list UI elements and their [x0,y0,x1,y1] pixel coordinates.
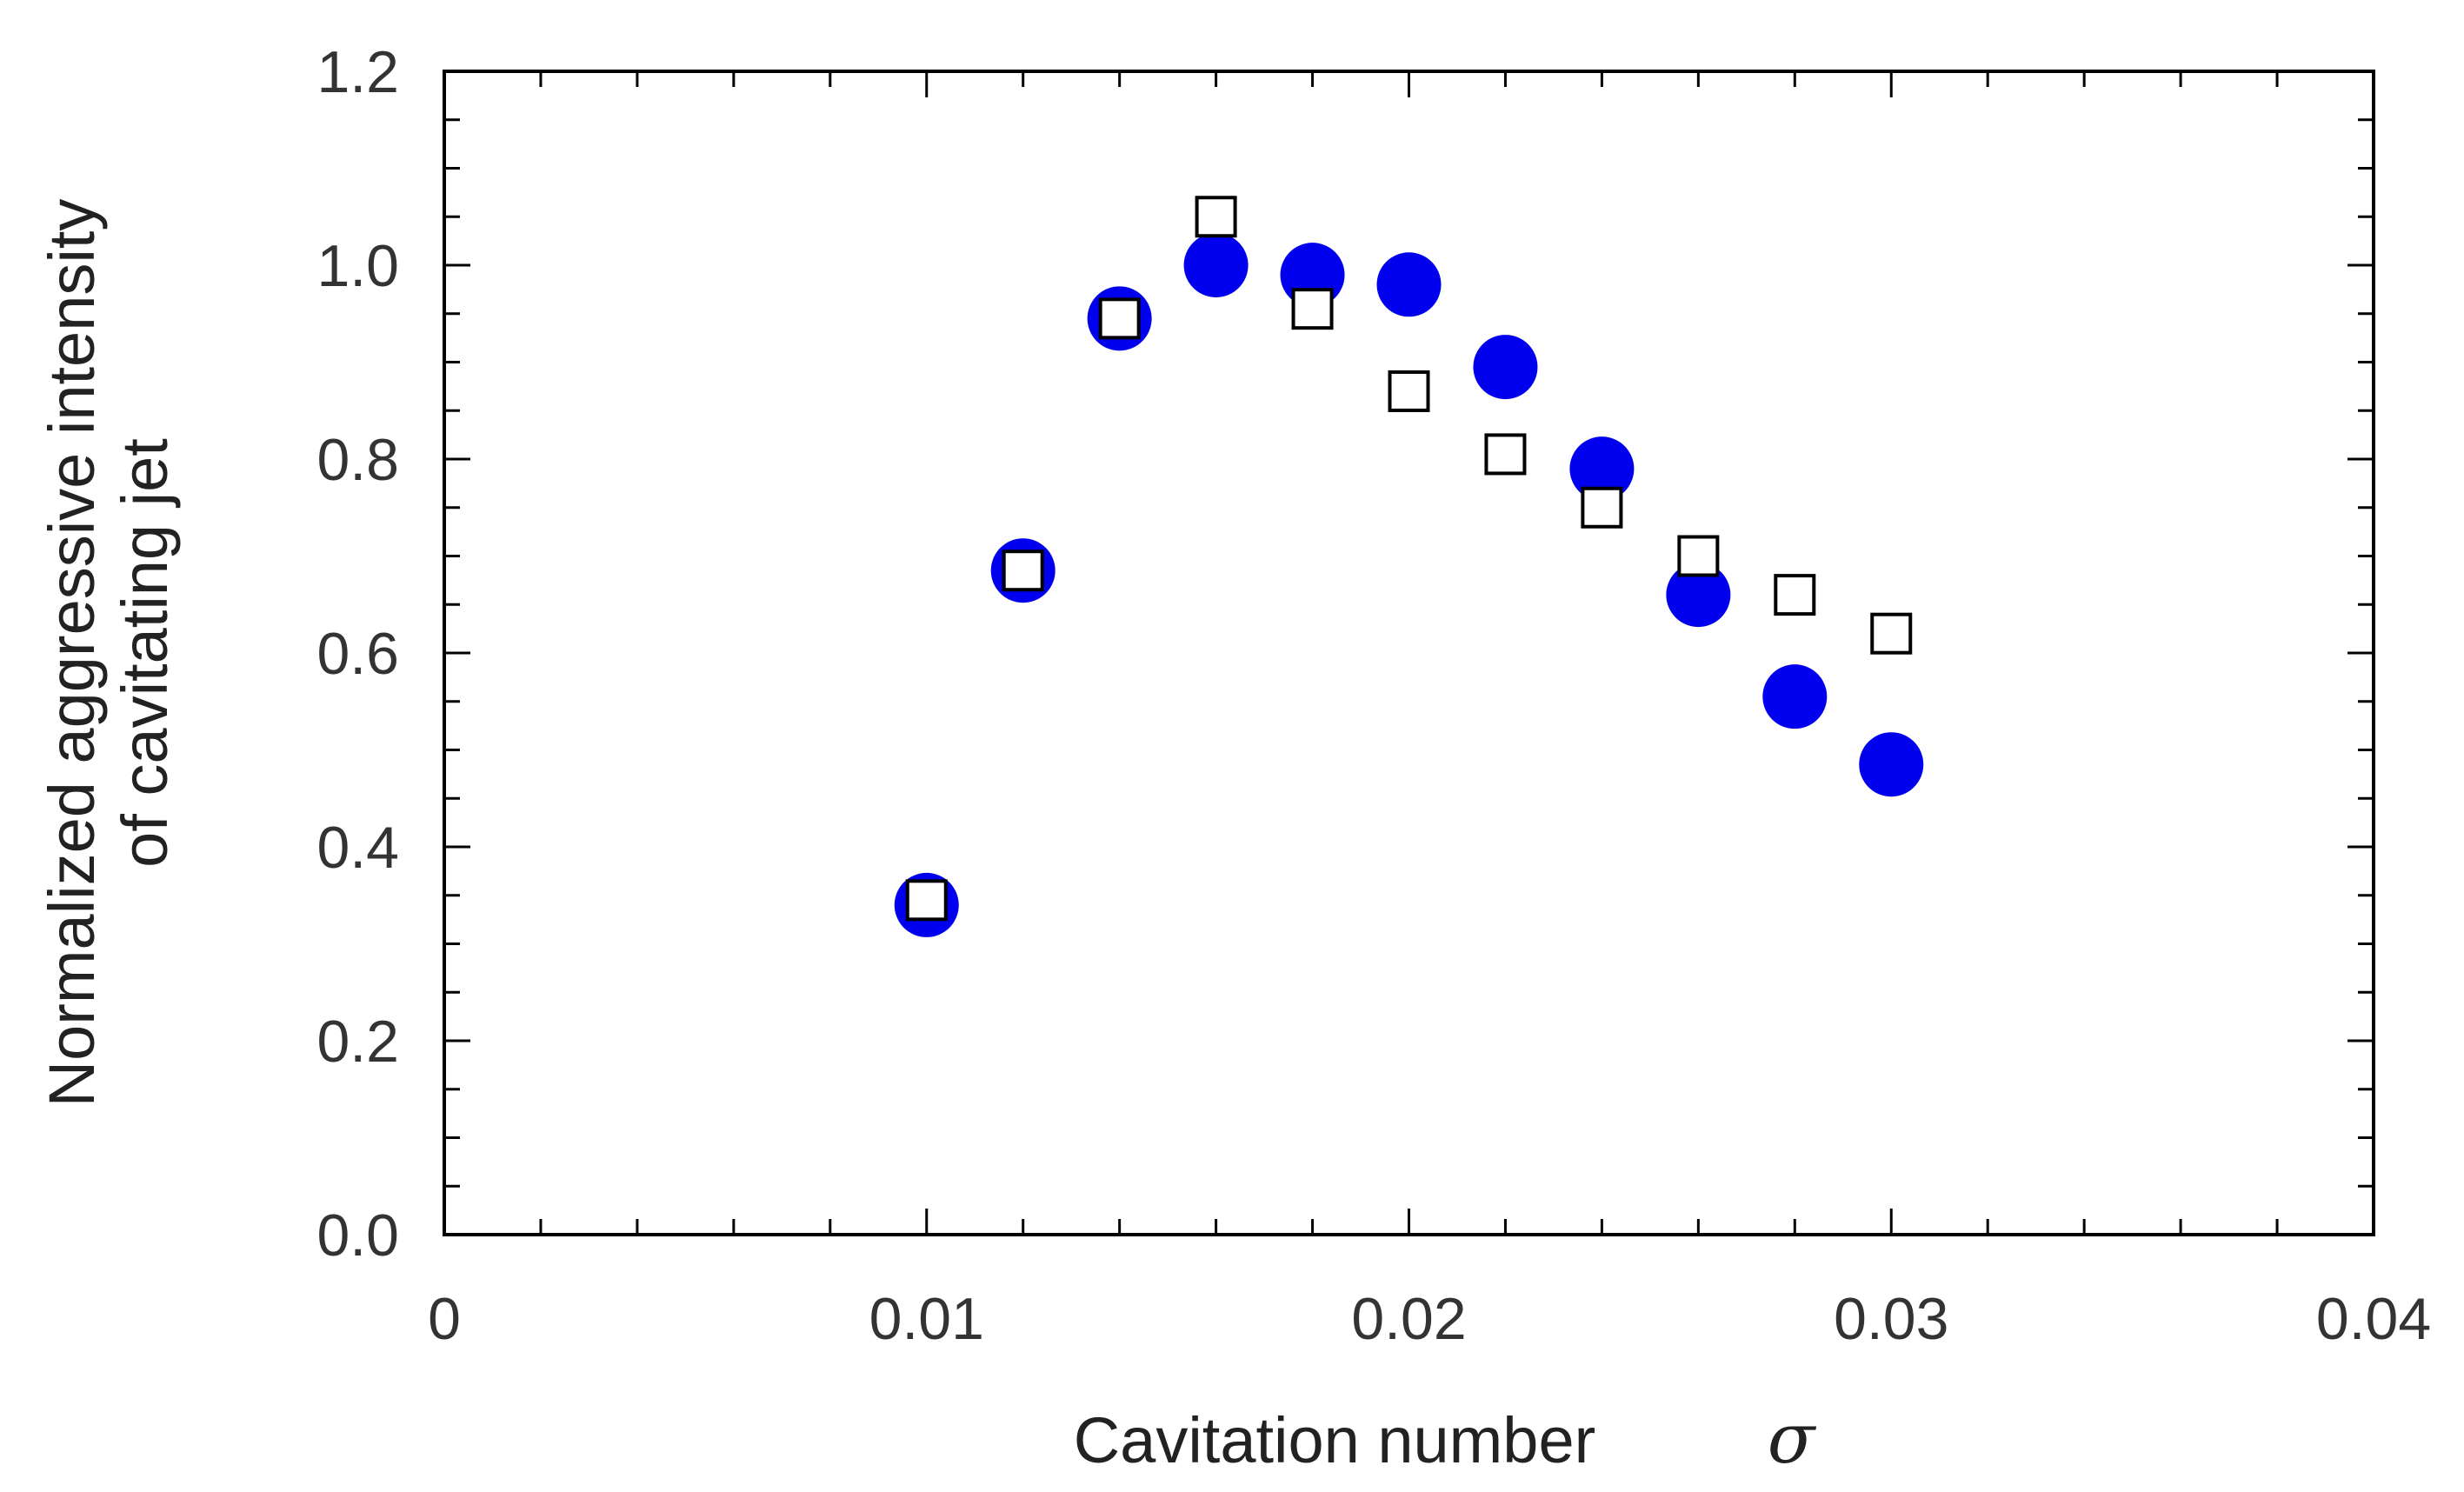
y-axis-title-line1: Normalized aggressive intensity [36,199,108,1108]
data-markers [894,196,1924,937]
data-point-square [1098,297,1141,340]
data-point-square [1484,433,1527,476]
data-point-square [1388,370,1430,412]
y-tick-label: 0.6 [316,621,399,687]
x-tick-label: 0.01 [869,1286,984,1352]
x-axis-title: Cavitation number [1074,1404,1596,1476]
y-tick-label: 0.0 [316,1202,399,1269]
data-point-square [1870,612,1913,655]
y-tick-label: 0.2 [316,1009,399,1075]
y-tick-label: 0.4 [316,815,399,881]
data-point-circle [1666,563,1731,628]
data-point-square [1677,535,1720,577]
axis-ticks [444,71,2374,1235]
x-axis-symbol: σ [1768,1398,1817,1479]
data-point-square [1291,288,1334,330]
data-point-circle [1762,664,1828,729]
data-point-square [1195,196,1237,238]
plot-frame [443,70,2375,1236]
data-point-circle [1859,732,1924,797]
x-tick-label: 0.02 [1351,1286,1466,1352]
data-point-circle [1569,436,1635,502]
y-tick-label: 0.8 [316,427,399,493]
data-point-circle [1473,335,1538,400]
data-point-square [1002,550,1044,592]
data-point-circle [1183,233,1249,297]
data-point-circle [1376,252,1442,317]
axis-tick-labels: 0 0.01 0.02 0.03 0.04 0.0 0.2 0.4 0.6 0.8 1.0 1.2 [316,39,2431,1352]
x-tick-label: 0 [428,1286,461,1352]
y-tick-label: 1.2 [316,39,399,105]
data-point-square [905,879,948,922]
data-point-square [1774,574,1816,616]
y-axis-title-line2: of cavitating jet [109,438,181,868]
y-tick-label: 1.0 [316,233,399,299]
data-point-square [1581,486,1623,529]
x-tick-label: 0.03 [1834,1286,1948,1352]
x-tick-label: 0.04 [2316,1286,2431,1352]
